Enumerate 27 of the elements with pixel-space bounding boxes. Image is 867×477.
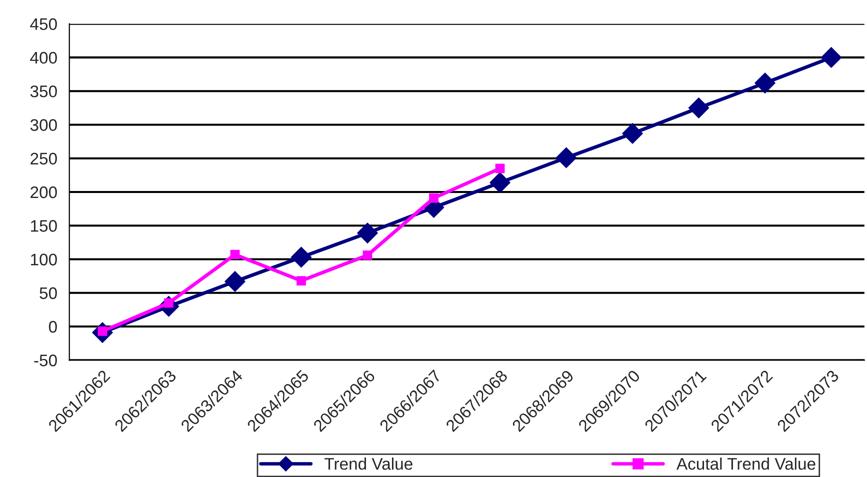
point	[688, 98, 710, 118]
legend-label: Acutal Trend Value	[676, 458, 816, 470]
y-tick-label: 300	[30, 119, 57, 131]
point	[495, 164, 505, 174]
y-tick-label: 150	[31, 220, 57, 232]
legend-label: Trend Value	[324, 458, 412, 470]
y-tick-label: 100	[31, 254, 57, 266]
point	[556, 147, 577, 168]
point	[754, 72, 776, 94]
y-tick-label: 250	[30, 152, 57, 165]
y-tick-label: 50	[40, 287, 57, 300]
y-tick-label: -50	[34, 354, 57, 366]
point	[362, 250, 372, 260]
y-tick-label: 400	[30, 52, 57, 64]
point	[622, 123, 643, 144]
point	[296, 276, 306, 286]
point	[429, 193, 438, 203]
point	[490, 172, 510, 193]
point	[357, 222, 378, 244]
point	[224, 271, 246, 292]
y-tick-label: 200	[30, 186, 57, 198]
y-tick-label: 450	[30, 18, 57, 30]
point	[230, 250, 240, 260]
point	[820, 47, 842, 68]
point	[290, 246, 312, 268]
y-tick-label: 350	[30, 86, 57, 98]
y-tick-label: 0	[48, 320, 57, 333]
